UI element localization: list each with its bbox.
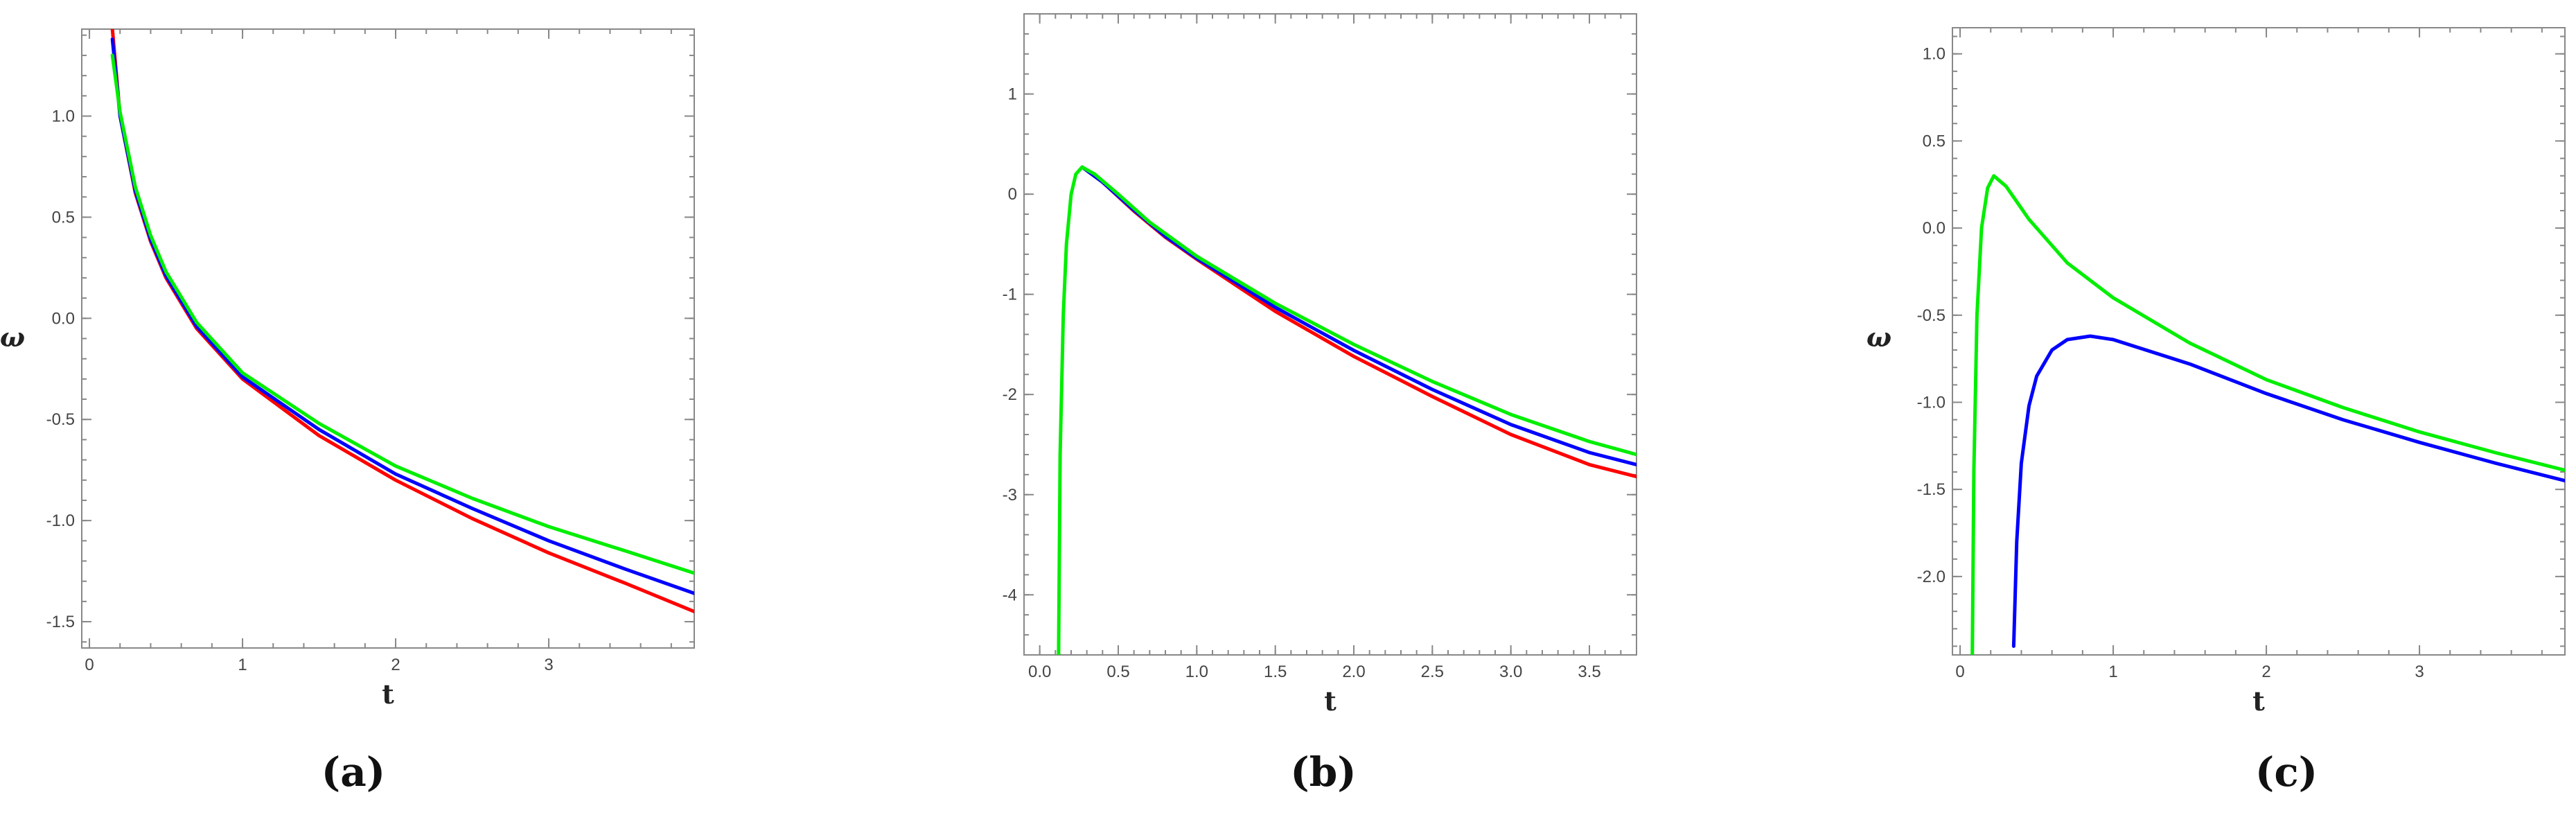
y-tick-label: 0.0	[52, 309, 75, 328]
plot-frame	[1023, 13, 1637, 656]
y-tick-label: -1	[1003, 286, 1017, 304]
y-tick-label: 0	[1008, 185, 1017, 204]
y-tick-label: -1.5	[1917, 480, 1946, 499]
y-tick-label: -4	[1003, 586, 1017, 604]
x-axis-label: t	[1324, 685, 1336, 717]
y-tick-label: 1.0	[1923, 45, 1946, 64]
series-line-0	[2011, 334, 2565, 648]
x-tick-label: 0.0	[1028, 663, 1051, 681]
x-tick-label: 1.5	[1264, 663, 1287, 681]
y-tick-label: -0.5	[46, 410, 75, 429]
chart-c: 0 1 2 3 -2.0 -1.5 -1.0 -0.5 0.0 0.5 1.0 t ω	[1867, 27, 2566, 717]
caption-b: (b)	[1290, 748, 1357, 796]
plot-frame	[81, 28, 695, 649]
series-line-2	[1057, 165, 1637, 655]
caption-c: (c)	[2255, 748, 2318, 796]
y-tick-label: 1	[1008, 85, 1017, 104]
y-axis-label: ω	[0, 322, 25, 353]
x-tick-label: 1	[2108, 663, 2117, 681]
x-tick-label: 1	[238, 656, 247, 674]
chart-a: 0 1 2 3 -1.5 -1.0 -0.5 0.0 0.5 1.0 t ω	[0, 28, 695, 710]
x-tick-label: 3	[544, 656, 553, 674]
y-tick-label: 1.0	[52, 107, 75, 125]
y-tick-label: -1.0	[1917, 393, 1946, 412]
series-line-1	[1970, 174, 2565, 655]
series-line-0	[110, 29, 694, 613]
x-tick-label: 0.5	[1106, 663, 1129, 681]
x-tick-label: 2.0	[1342, 663, 1365, 681]
x-axis-label: t	[2252, 685, 2265, 717]
chart-panel-c: 0 1 2 3 -2.0 -1.5 -1.0 -0.5 0.0 0.5 1.0 t ω (c)	[1718, 0, 2576, 815]
x-tick-label: 2	[391, 656, 400, 674]
y-tick-label: 0.5	[52, 208, 75, 227]
y-tick-label: 0.5	[1923, 132, 1946, 150]
chart-panel-a: 0 1 2 3 -1.5 -1.0 -0.5 0.0 0.5 1.0 t ω (a)	[0, 0, 859, 815]
y-tick-label: -2.0	[1917, 568, 1946, 586]
x-tick-label: 1.0	[1185, 663, 1208, 681]
series-line-2	[110, 53, 694, 575]
y-axis-label: ω	[1867, 322, 1891, 353]
y-tick-label: -2	[1003, 385, 1017, 404]
x-tick-label: 3.0	[1499, 663, 1522, 681]
y-tick-label: -3	[1003, 486, 1017, 505]
chart-b: 0.0 0.5 1.0 1.5 2.0 2.5 3.0 3.5 -4 -3 -2 -1 0 1 t	[1003, 13, 1637, 717]
x-tick-label: 0	[1955, 663, 1964, 681]
x-tick-label: 2	[2261, 663, 2270, 681]
x-tick-label: 0	[85, 656, 94, 674]
plot-frame	[1952, 27, 2566, 656]
y-tick-label: -1.5	[46, 613, 75, 631]
caption-a: (a)	[321, 748, 386, 796]
y-tick-label: -1.0	[46, 511, 75, 530]
y-tick-label: 0.0	[1923, 219, 1946, 238]
x-tick-label: 3	[2415, 663, 2424, 681]
x-tick-label: 3.5	[1578, 663, 1600, 681]
x-axis-label: t	[382, 678, 394, 710]
x-tick-label: 2.5	[1421, 663, 1444, 681]
series-line-1	[1080, 165, 1637, 466]
series-line-1	[110, 37, 694, 595]
y-tick-label: -0.5	[1917, 306, 1946, 325]
chart-panel-b: 0.0 0.5 1.0 1.5 2.0 2.5 3.0 3.5 -4 -3 -2 -1 0 1 t (b)	[859, 0, 1718, 815]
